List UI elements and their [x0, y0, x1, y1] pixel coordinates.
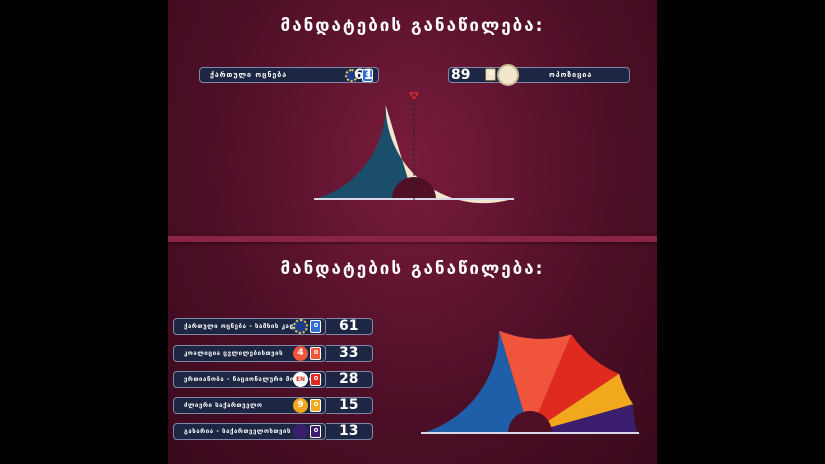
party-row-bar: კოალიცია ცვლილებისთვის — [173, 345, 326, 362]
party-row: კოალიცია ცვლილებისთვის 4 33 — [173, 345, 373, 362]
party-row-numbox — [326, 397, 373, 414]
party-row-seats: 15 — [339, 397, 359, 413]
bottom-title: მანდატების განაწილება: — [280, 259, 545, 279]
chart-center-hole — [508, 411, 552, 433]
top-seat-chart — [314, 92, 514, 204]
opposition-label: ოპოზიცია — [549, 71, 593, 79]
person-icon — [310, 425, 321, 438]
party-logo-icon — [293, 424, 308, 439]
party-row-label: ქართული ოცნება - სამხის კადი — [184, 323, 300, 330]
party-row-numbox — [326, 423, 373, 440]
infographic-stage: მანდატების განაწილება: ქართული ოცნება 61… — [168, 0, 657, 464]
person-icon — [310, 399, 321, 412]
party-row-numbox — [326, 371, 373, 388]
chart-segment — [499, 330, 572, 414]
party-row-bar: გახარია - საქართველოსთვის — [173, 423, 326, 440]
person-icon — [310, 373, 321, 386]
ruling-party-label: ქართული ოცნება — [210, 71, 288, 79]
opposition-seats: 89 — [451, 67, 471, 83]
person-icon — [310, 347, 321, 360]
chart-segment — [551, 404, 637, 433]
party-row-label: კოალიცია ცვლილებისთვის — [184, 350, 284, 357]
party-logo-icon — [293, 319, 308, 334]
party-row: ქართული ოცნება - სამხის კადი 61 — [173, 318, 373, 335]
chart-segment — [316, 105, 408, 199]
party-row-numbox — [326, 345, 373, 362]
opposition-logo-icon — [497, 64, 519, 86]
section-divider — [168, 236, 657, 242]
ruling-party-seats: 61 — [354, 67, 374, 83]
party-row: ძლიერი საქართველო 9 15 — [173, 397, 373, 414]
party-row-seats: 33 — [339, 345, 359, 361]
party-row-seats: 61 — [339, 318, 359, 334]
chart-segment — [538, 334, 620, 421]
party-row-seats: 28 — [339, 371, 359, 387]
party-row-seats: 13 — [339, 423, 359, 439]
party-row-bar: ქართული ოცნება - სამხის კადი — [173, 318, 326, 335]
party-row-label: ძლიერი საქართველო — [184, 402, 263, 409]
person-icon — [485, 68, 496, 81]
chart-segment — [548, 373, 634, 428]
person-icon — [362, 69, 373, 82]
party-row: გახარია - საქართველოსთვის 13 — [173, 423, 373, 440]
bottom-seat-chart — [421, 330, 639, 434]
party-row-label: გახარია - საქართველოსთვის — [184, 428, 292, 435]
party-logo-icon: 9 — [293, 398, 308, 413]
party-row-numbox — [326, 318, 373, 335]
party-row-bar: ერთიანობა - ნაციონალური მოძრაობა — [173, 371, 326, 388]
party-logo-icon: 4 — [293, 346, 308, 361]
party-logo-icon: EN — [293, 372, 308, 387]
majority-marker-icon — [408, 92, 420, 101]
ruling-party-pill: ქართული ოცნება — [199, 67, 379, 83]
person-icon — [310, 320, 321, 333]
party-row-bar: ძლიერი საქართველო — [173, 397, 326, 414]
party-row: ერთიანობა - ნაციონალური მოძრაობა EN 28 — [173, 371, 373, 388]
top-title: მანდატების განაწილება: — [280, 16, 545, 36]
georgian-dream-logo-icon — [345, 69, 358, 82]
chart-segment — [423, 330, 524, 433]
party-row-label: ერთიანობა - ნაციონალური მოძრაობა — [184, 376, 323, 383]
